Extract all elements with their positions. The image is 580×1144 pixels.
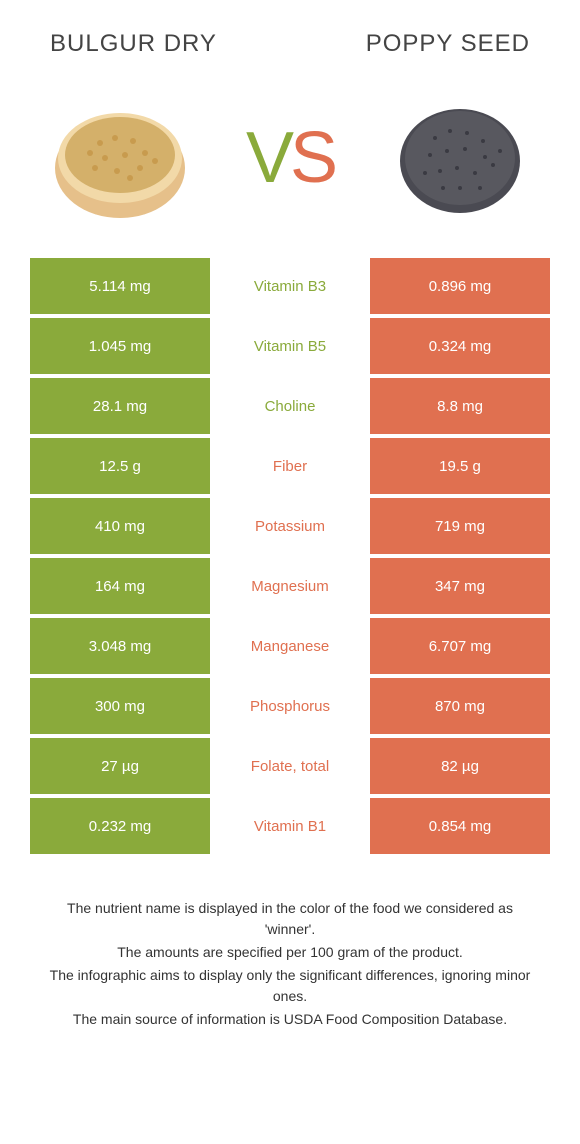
value-left: 5.114 mg: [30, 258, 210, 314]
nutrient-label: Phosphorus: [210, 678, 370, 734]
value-left: 300 mg: [30, 678, 210, 734]
nutrient-label: Choline: [210, 378, 370, 434]
value-right: 347 mg: [370, 558, 550, 614]
value-left: 164 mg: [30, 558, 210, 614]
header: BULGUR DRY POPPY SEED: [0, 0, 580, 68]
nutrient-label: Magnesium: [210, 558, 370, 614]
value-right: 0.854 mg: [370, 798, 550, 854]
value-right: 82 µg: [370, 738, 550, 794]
value-left: 0.232 mg: [30, 798, 210, 854]
table-row: 1.045 mgVitamin B50.324 mg: [30, 318, 550, 374]
vs-s: S: [290, 117, 334, 199]
value-left: 12.5 g: [30, 438, 210, 494]
title-left: BULGUR DRY: [50, 30, 217, 58]
table-row: 28.1 mgCholine8.8 mg: [30, 378, 550, 434]
table-row: 3.048 mgManganese6.707 mg: [30, 618, 550, 674]
value-right: 0.324 mg: [370, 318, 550, 374]
table-row: 0.232 mgVitamin B10.854 mg: [30, 798, 550, 854]
value-right: 719 mg: [370, 498, 550, 554]
value-left: 27 µg: [30, 738, 210, 794]
vs-v: V: [246, 117, 290, 199]
footer-notes: The nutrient name is displayed in the co…: [0, 858, 580, 1030]
title-right: POPPY SEED: [366, 30, 530, 58]
value-left: 3.048 mg: [30, 618, 210, 674]
table-row: 300 mgPhosphorus870 mg: [30, 678, 550, 734]
value-right: 6.707 mg: [370, 618, 550, 674]
footer-line-3: The infographic aims to display only the…: [40, 965, 540, 1007]
value-right: 870 mg: [370, 678, 550, 734]
value-right: 19.5 g: [370, 438, 550, 494]
hero-row: V S: [0, 68, 580, 258]
table-row: 410 mgPotassium719 mg: [30, 498, 550, 554]
footer-line-1: The nutrient name is displayed in the co…: [40, 898, 540, 940]
nutrient-label: Potassium: [210, 498, 370, 554]
value-left: 410 mg: [30, 498, 210, 554]
poppy-seed-image: [380, 78, 540, 238]
table-row: 12.5 gFiber19.5 g: [30, 438, 550, 494]
vs-label: V S: [246, 117, 334, 199]
nutrient-label: Fiber: [210, 438, 370, 494]
footer-line-2: The amounts are specified per 100 gram o…: [40, 942, 540, 963]
table-row: 5.114 mgVitamin B30.896 mg: [30, 258, 550, 314]
nutrient-label: Folate, total: [210, 738, 370, 794]
value-right: 8.8 mg: [370, 378, 550, 434]
table-row: 27 µgFolate, total82 µg: [30, 738, 550, 794]
value-left: 1.045 mg: [30, 318, 210, 374]
table-row: 164 mgMagnesium347 mg: [30, 558, 550, 614]
nutrient-label: Vitamin B5: [210, 318, 370, 374]
value-left: 28.1 mg: [30, 378, 210, 434]
value-right: 0.896 mg: [370, 258, 550, 314]
comparison-table: 5.114 mgVitamin B30.896 mg1.045 mgVitami…: [0, 258, 580, 854]
bulgur-image: [40, 78, 200, 238]
footer-line-4: The main source of information is USDA F…: [40, 1009, 540, 1030]
nutrient-label: Vitamin B1: [210, 798, 370, 854]
nutrient-label: Vitamin B3: [210, 258, 370, 314]
nutrient-label: Manganese: [210, 618, 370, 674]
